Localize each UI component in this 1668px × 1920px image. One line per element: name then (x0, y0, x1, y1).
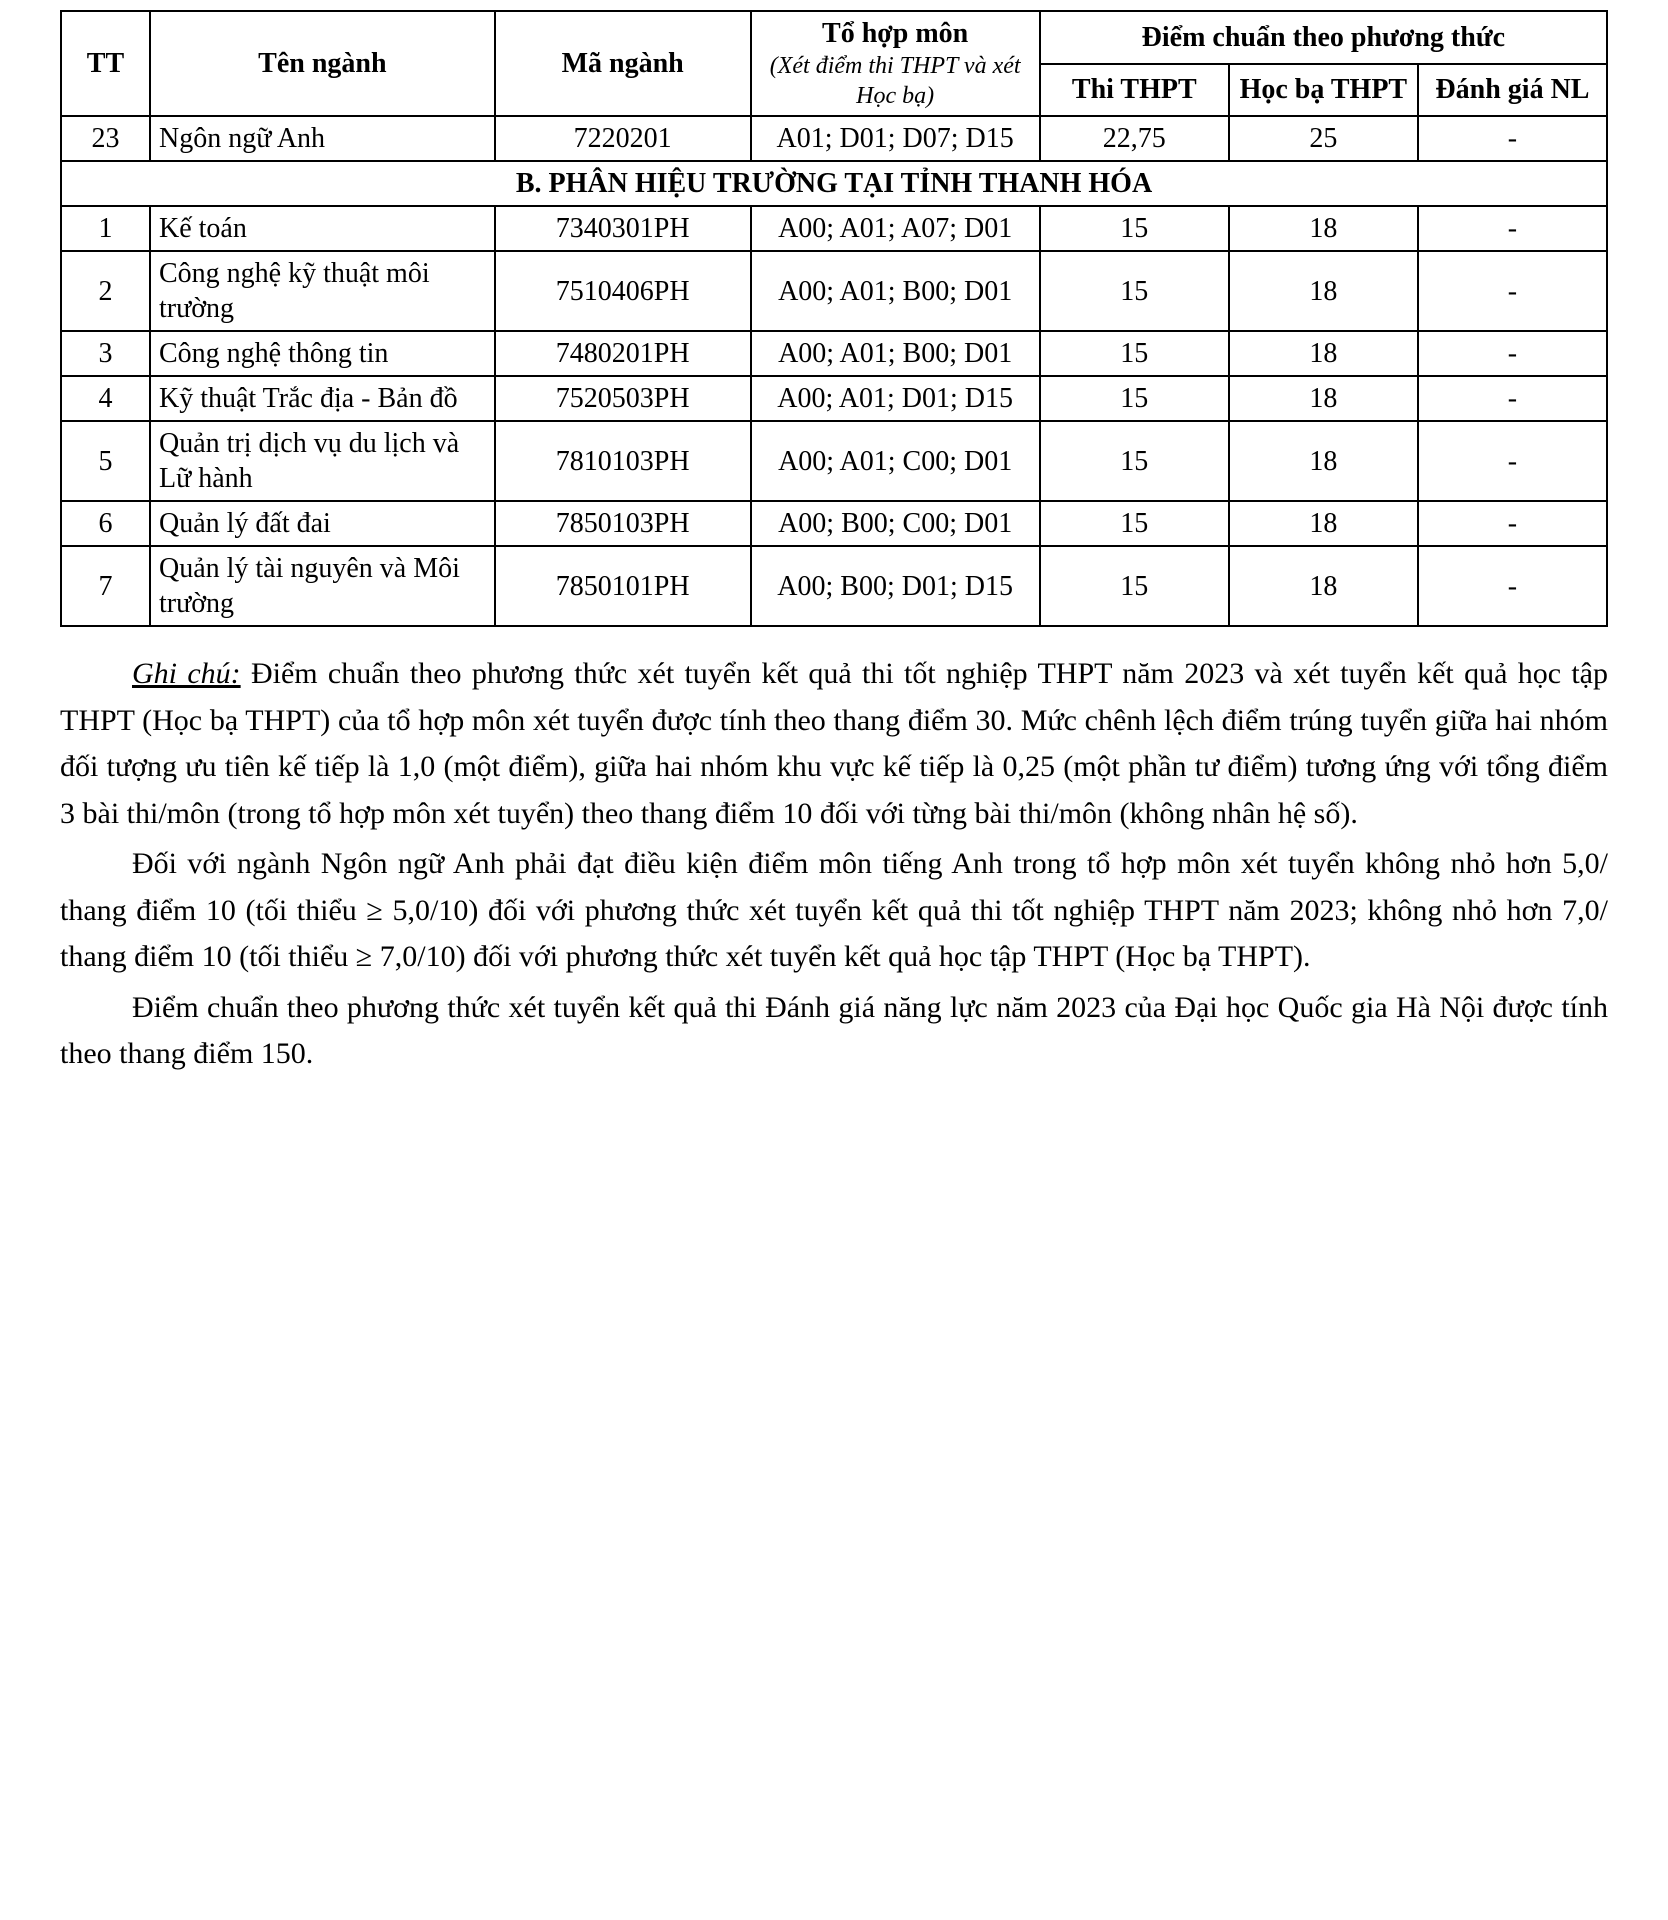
col-name-header: Tên ngành (150, 11, 495, 116)
section-b-header-row: B. PHÂN HIỆU TRƯỜNG TẠI TỈNH THANH HÓA (61, 161, 1607, 206)
table-row: 2Công nghệ kỹ thuật môi trường7510406PHA… (61, 251, 1607, 331)
section-b-title: B. PHÂN HIỆU TRƯỜNG TẠI TỈNH THANH HÓA (61, 161, 1607, 206)
cell-combo: A01; D01; D07; D15 (751, 116, 1040, 161)
cell-tt: 1 (61, 206, 150, 251)
cell-nl: - (1418, 251, 1607, 331)
cell-combo: A00; B00; C00; D01 (751, 501, 1040, 546)
col-code-header: Mã ngành (495, 11, 751, 116)
note-paragraph-3: Điểm chuẩn theo phương thức xét tuyển kế… (60, 985, 1608, 1078)
cell-code: 7850103PH (495, 501, 751, 546)
note-paragraph-2: Đối với ngành Ngôn ngữ Anh phải đạt điều… (60, 841, 1608, 981)
note-paragraph-1: Ghi chú: Điểm chuẩn theo phương thức xét… (60, 651, 1608, 837)
cell-code: 7220201 (495, 116, 751, 161)
scores-table: TT Tên ngành Mã ngành Tổ hợp môn (Xét đi… (60, 10, 1608, 627)
combo-header-sub: (Xét điểm thi THPT và xét Học bạ) (760, 51, 1031, 111)
cell-code: 7510406PH (495, 251, 751, 331)
cell-thpt: 22,75 (1040, 116, 1229, 161)
table-body: 23Ngôn ngữ Anh7220201A01; D01; D07; D152… (61, 116, 1607, 626)
cell-tt: 4 (61, 376, 150, 421)
cell-thpt: 15 (1040, 376, 1229, 421)
cell-tt: 5 (61, 421, 150, 501)
cell-tt: 3 (61, 331, 150, 376)
cell-name: Kế toán (150, 206, 495, 251)
cell-name: Kỹ thuật Trắc địa - Bản đồ (150, 376, 495, 421)
cell-hocba: 18 (1229, 206, 1418, 251)
cell-combo: A00; B00; D01; D15 (751, 546, 1040, 626)
cell-tt: 7 (61, 546, 150, 626)
cell-nl: - (1418, 376, 1607, 421)
cell-name: Quản lý đất đai (150, 501, 495, 546)
combo-header-main: Tổ hợp môn (822, 18, 968, 49)
document-page: TT Tên ngành Mã ngành Tổ hợp môn (Xét đi… (0, 0, 1668, 1920)
cell-code: 7480201PH (495, 331, 751, 376)
ghichu-label: Ghi chú: (132, 657, 241, 690)
cell-code: 7850101PH (495, 546, 751, 626)
cell-thpt: 15 (1040, 546, 1229, 626)
cell-hocba: 18 (1229, 376, 1418, 421)
cell-name: Quản trị dịch vụ du lịch và Lữ hành (150, 421, 495, 501)
note-1-text: Điểm chuẩn theo phương thức xét tuyển kế… (60, 657, 1608, 830)
table-row: 5Quản trị dịch vụ du lịch và Lữ hành7810… (61, 421, 1607, 501)
cell-hocba: 18 (1229, 546, 1418, 626)
cell-name: Quản lý tài nguyên và Môi trường (150, 546, 495, 626)
cell-nl: - (1418, 331, 1607, 376)
cell-name: Ngôn ngữ Anh (150, 116, 495, 161)
cell-hocba: 18 (1229, 331, 1418, 376)
cell-combo: A00; A01; B00; D01 (751, 331, 1040, 376)
cell-hocba: 18 (1229, 251, 1418, 331)
table-row: 6Quản lý đất đai7850103PHA00; B00; C00; … (61, 501, 1607, 546)
cell-code: 7340301PH (495, 206, 751, 251)
table-header: TT Tên ngành Mã ngành Tổ hợp môn (Xét đi… (61, 11, 1607, 116)
table-row: 1Kế toán7340301PHA00; A01; A07; D011518- (61, 206, 1607, 251)
cell-combo: A00; A01; A07; D01 (751, 206, 1040, 251)
cell-nl: - (1418, 206, 1607, 251)
cell-nl: - (1418, 501, 1607, 546)
table-row: 23Ngôn ngữ Anh7220201A01; D01; D07; D152… (61, 116, 1607, 161)
cell-hocba: 25 (1229, 116, 1418, 161)
cell-thpt: 15 (1040, 206, 1229, 251)
col-tt-header: TT (61, 11, 150, 116)
cell-tt: 2 (61, 251, 150, 331)
col-nl-header: Đánh giá NL (1418, 64, 1607, 117)
cell-nl: - (1418, 546, 1607, 626)
notes-block: Ghi chú: Điểm chuẩn theo phương thức xét… (60, 651, 1608, 1078)
cell-combo: A00; A01; D01; D15 (751, 376, 1040, 421)
cell-thpt: 15 (1040, 421, 1229, 501)
table-row: 7Quản lý tài nguyên và Môi trường7850101… (61, 546, 1607, 626)
cell-thpt: 15 (1040, 501, 1229, 546)
cell-hocba: 18 (1229, 501, 1418, 546)
cell-nl: - (1418, 421, 1607, 501)
col-score-group-header: Điểm chuẩn theo phương thức (1040, 11, 1607, 64)
col-thpt-header: Thi THPT (1040, 64, 1229, 117)
cell-combo: A00; A01; B00; D01 (751, 251, 1040, 331)
cell-thpt: 15 (1040, 251, 1229, 331)
cell-hocba: 18 (1229, 421, 1418, 501)
cell-tt: 6 (61, 501, 150, 546)
cell-tt: 23 (61, 116, 150, 161)
col-hocba-header: Học bạ THPT (1229, 64, 1418, 117)
cell-code: 7520503PH (495, 376, 751, 421)
cell-thpt: 15 (1040, 331, 1229, 376)
table-row: 4Kỹ thuật Trắc địa - Bản đồ7520503PHA00;… (61, 376, 1607, 421)
cell-code: 7810103PH (495, 421, 751, 501)
cell-nl: - (1418, 116, 1607, 161)
col-combo-header: Tổ hợp môn (Xét điểm thi THPT và xét Học… (751, 11, 1040, 116)
table-row: 3Công nghệ thông tin7480201PHA00; A01; B… (61, 331, 1607, 376)
cell-combo: A00; A01; C00; D01 (751, 421, 1040, 501)
cell-name: Công nghệ kỹ thuật môi trường (150, 251, 495, 331)
cell-name: Công nghệ thông tin (150, 331, 495, 376)
